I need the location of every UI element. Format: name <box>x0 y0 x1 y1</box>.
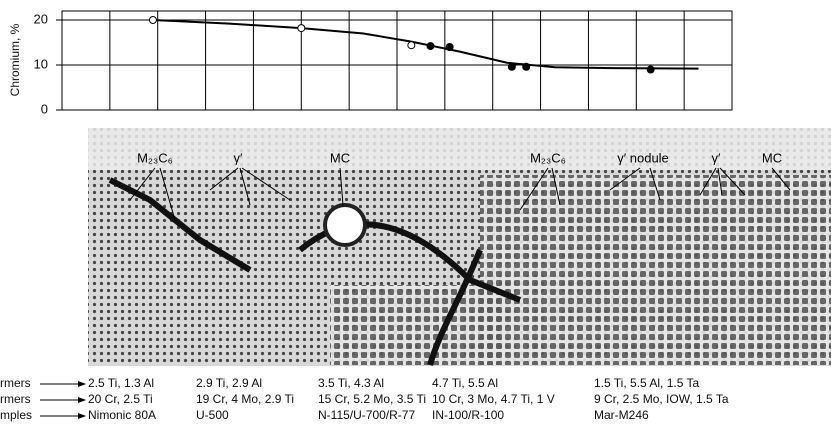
micrograph-label: M₂₃C₆ <box>530 150 566 165</box>
micrograph-label: MC <box>762 150 782 165</box>
table-cell: 3.5 Ti, 4.3 Al <box>318 376 384 390</box>
data-point <box>297 24 306 33</box>
arrow-head <box>78 381 86 387</box>
y-tick-label: 0 <box>41 101 48 116</box>
table-cell: 10 Cr, 3 Mo, 4.7 Ti, 1 V <box>432 392 555 406</box>
micrograph <box>88 128 831 366</box>
table-cell: 15 Cr, 5.2 Mo, 3.5 Ti <box>318 392 426 406</box>
arrow-head <box>78 413 86 419</box>
y-tick-label: 10 <box>34 56 48 71</box>
data-point <box>507 62 516 71</box>
y-tick-label: 20 <box>34 11 48 26</box>
table-cell: 2.9 Ti, 2.9 Al <box>196 376 262 390</box>
table-cell: IN-100/R-100 <box>432 408 504 422</box>
table-cell: 9 Cr, 2.5 Mo, IOW, 1.5 Ta <box>594 392 729 406</box>
data-point <box>407 41 416 50</box>
data-point <box>148 16 157 24</box>
data-point <box>426 42 435 51</box>
data-point <box>646 65 655 74</box>
row-label: mples <box>0 408 32 422</box>
data-point <box>522 62 531 71</box>
table-cell: 20 Cr, 2.5 Ti <box>88 392 153 406</box>
row-label: rmers <box>0 392 31 406</box>
micrograph-label: γ′ <box>234 150 244 165</box>
micrograph-label: γ′ nodule <box>617 150 669 165</box>
table-cell: U-500 <box>196 408 229 422</box>
micrograph-label: γ′ <box>712 150 722 165</box>
table-cell: N-115/U-700/R-77 <box>318 408 415 422</box>
table-cell: 2.5 Ti, 1.3 Al <box>88 376 154 390</box>
table-cell: 19 Cr, 4 Mo, 2.9 Ti <box>196 392 294 406</box>
arrow-head <box>78 397 86 403</box>
table-cell: Nimonic 80A <box>88 408 156 422</box>
row-label: rmers <box>0 376 31 390</box>
table-cell: 1.5 Ti, 5.5 Al, 1.5 Ta <box>594 376 700 390</box>
table-cell: 4.7 Ti, 5.5 Al <box>432 376 498 390</box>
micrograph-label: M₂₃C₆ <box>137 150 173 165</box>
trend-line <box>152 19 699 70</box>
table-cell: Mar-M246 <box>594 408 649 422</box>
micrograph-label: MC <box>330 150 350 165</box>
data-point <box>445 43 454 51</box>
y-axis-label: Chromium, % <box>8 23 22 96</box>
